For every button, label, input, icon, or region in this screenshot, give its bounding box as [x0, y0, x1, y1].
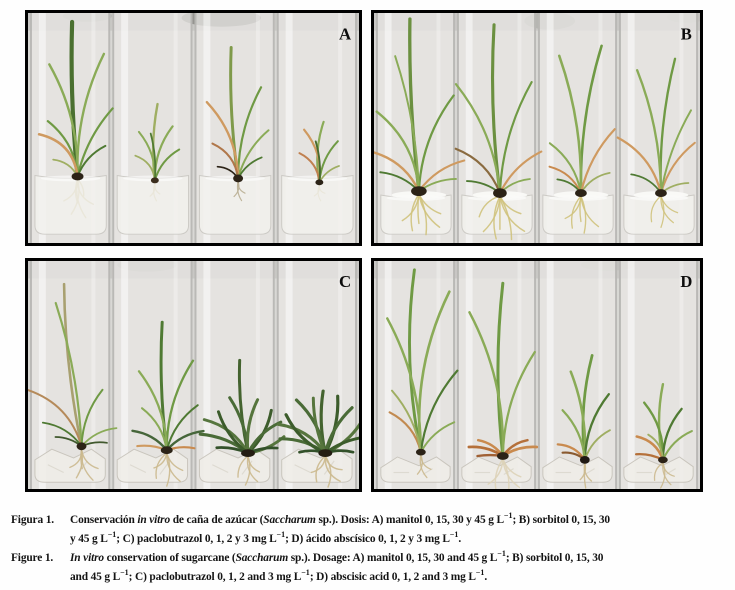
panel-d-scene: [374, 261, 700, 489]
caption-text-en: In vitro conservation of sugarcane (Sacc…: [70, 549, 604, 583]
panel-d-label: D: [680, 272, 692, 291]
panel-b-photo: B: [374, 13, 700, 243]
panel-a: A: [25, 10, 362, 246]
caption-english: Figure 1. In vitro conservation of sugar…: [11, 549, 725, 587]
panel-c-photo: C: [28, 261, 359, 489]
panel-b: B: [371, 10, 703, 246]
panel-a-label: A: [339, 25, 351, 44]
panel-a-scene: [28, 13, 359, 243]
panel-b-scene: [374, 13, 700, 243]
panel-a-photo: A: [28, 13, 359, 243]
panel-c-label: C: [339, 272, 351, 291]
caption-text-es: Conservación in vitro de caña de azúcar …: [70, 511, 610, 545]
caption-spanish: Figura 1. Conservación in vitro de caña …: [11, 511, 725, 549]
panel-c-scene: [28, 261, 359, 489]
panel-c: C: [25, 258, 362, 492]
caption-label-es: Figura 1.: [11, 514, 54, 526]
panel-d-photo: D: [374, 261, 700, 489]
figure-caption: Figura 1. Conservación in vitro de caña …: [11, 511, 725, 587]
panel-b-label: B: [681, 24, 692, 43]
caption-label-en: Figure 1.: [11, 552, 54, 564]
panel-d: D: [371, 258, 703, 492]
